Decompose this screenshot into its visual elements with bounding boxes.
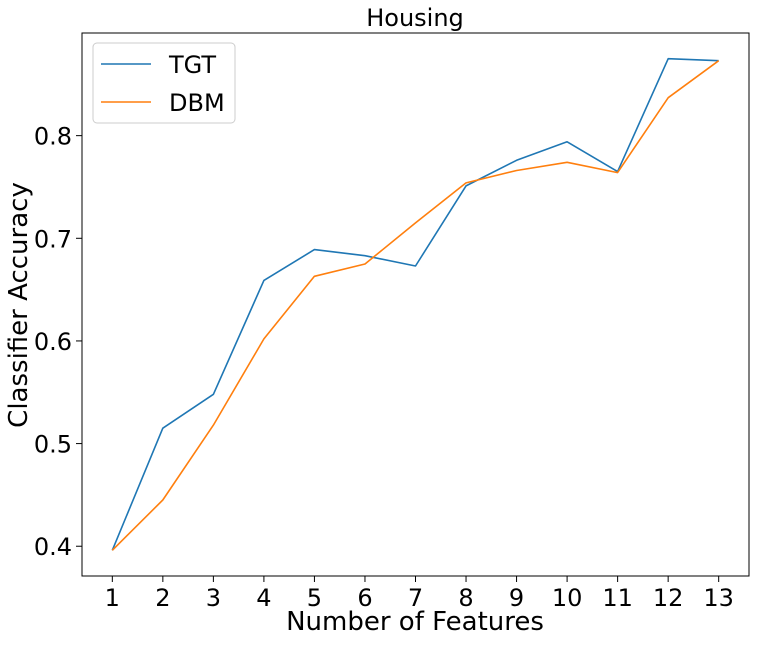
- x-tick-label: 5: [307, 584, 322, 612]
- x-tick-label: 10: [552, 584, 583, 612]
- x-tick-label: 12: [653, 584, 684, 612]
- y-axis-label: Classifier Accuracy: [4, 182, 34, 428]
- legend: TGT DBM: [92, 42, 236, 124]
- x-axis-label: Number of Features: [286, 607, 544, 637]
- x-tick-label: 11: [602, 584, 633, 612]
- y-tick-label: 0.4: [34, 533, 72, 561]
- x-tick-label: 13: [703, 584, 734, 612]
- y-tick-label: 0.6: [34, 328, 72, 356]
- legend-label: TGT: [168, 51, 216, 79]
- y-tick-label: 0.8: [34, 123, 72, 151]
- chart-title: Housing: [366, 4, 464, 32]
- series-line-dbm: [111, 60, 720, 551]
- legend-label: DBM: [169, 89, 225, 117]
- legend-box: [92, 42, 236, 124]
- y-tick-label: 0.7: [34, 225, 72, 253]
- y-tick-label: 0.5: [34, 431, 72, 459]
- series-line-tgt: [111, 57, 719, 551]
- x-tick-label: 4: [256, 584, 271, 612]
- x-tick-label: 3: [206, 584, 221, 612]
- x-tick-label: 8: [458, 584, 473, 612]
- x-tick-label: 2: [155, 584, 170, 612]
- x-tick-label: 9: [509, 584, 524, 612]
- x-tick-label: 7: [408, 584, 423, 612]
- x-tick-label: 6: [357, 584, 372, 612]
- x-tick-label: 1: [105, 584, 120, 612]
